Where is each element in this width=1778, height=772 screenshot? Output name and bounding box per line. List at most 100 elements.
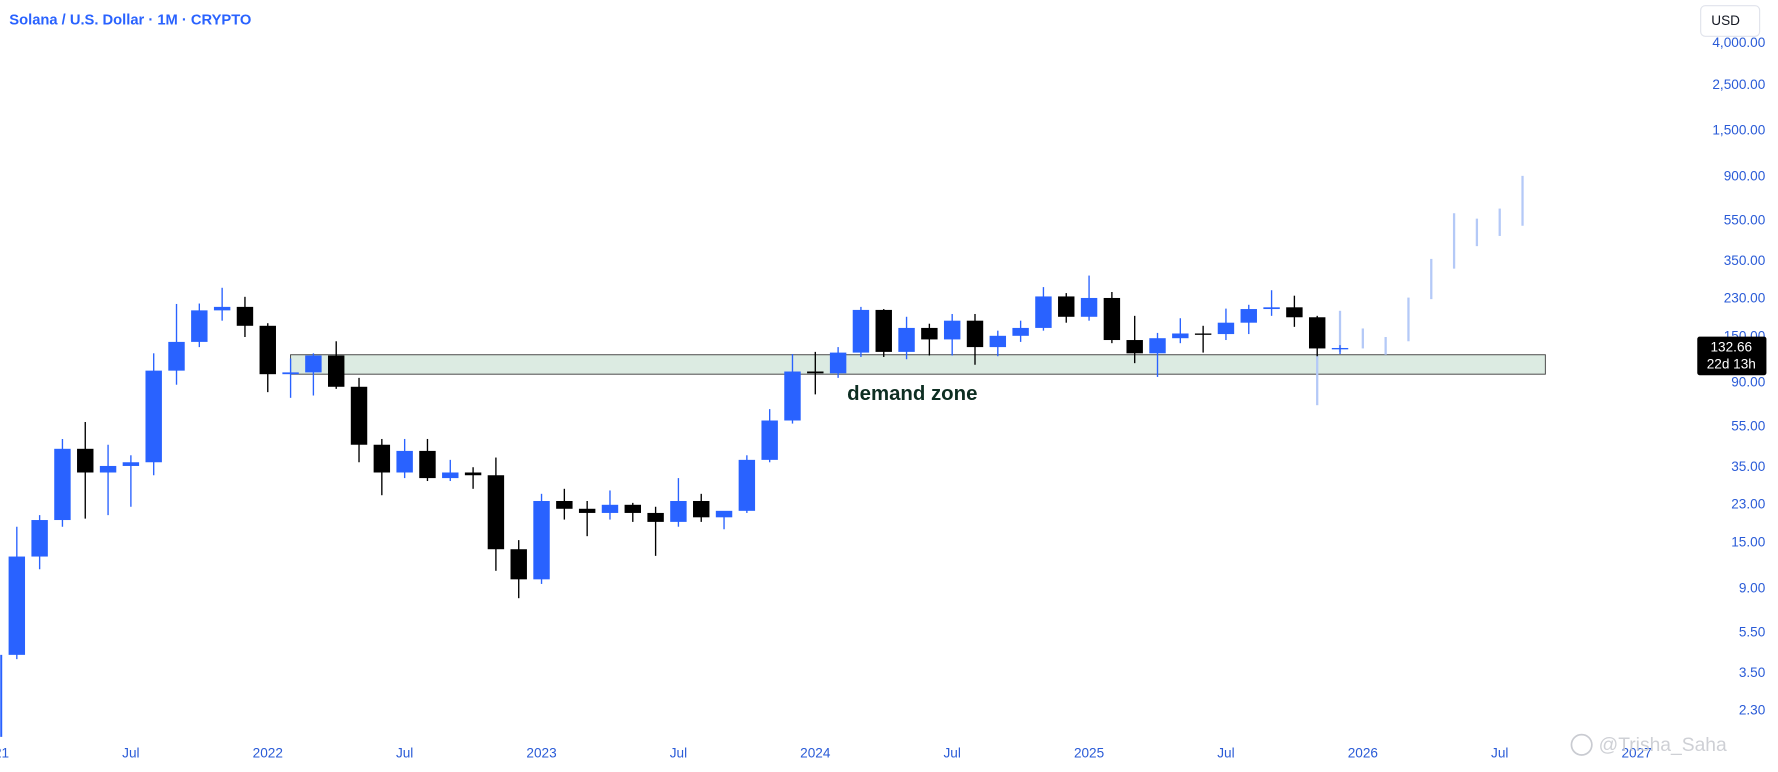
candle-body	[282, 372, 299, 375]
x-tick-label: 2022	[253, 745, 283, 760]
y-tick-label: 1,500.00	[1712, 123, 1765, 138]
x-tick-label: 2021	[0, 745, 9, 760]
demand-zone	[290, 354, 1546, 375]
y-tick-label: 2,500.00	[1712, 77, 1765, 92]
candle-body	[213, 306, 231, 311]
candle-body	[852, 309, 870, 353]
candle-body	[784, 371, 801, 421]
y-tick-label: 9.00	[1739, 580, 1766, 595]
y-tick-label: 350.00	[1724, 253, 1766, 268]
candle-body	[533, 500, 550, 580]
candle-body	[1058, 296, 1075, 317]
candle-body	[738, 459, 756, 511]
countdown: 22d 13h	[1707, 357, 1756, 372]
candle-body	[1286, 307, 1303, 318]
x-tick-label: Jul	[1491, 745, 1508, 760]
x-tick-label: Jul	[396, 745, 413, 760]
candle-body	[578, 508, 596, 513]
candle-body	[1103, 297, 1121, 341]
y-tick-label: 2.30	[1739, 702, 1766, 717]
y-tick-label: 550.00	[1724, 212, 1766, 227]
candle-body	[168, 341, 185, 371]
candle-body	[556, 500, 573, 509]
candle-body	[350, 386, 368, 445]
last-price: 132.66	[1710, 340, 1752, 355]
candle-body	[99, 465, 117, 473]
candle-body	[670, 500, 687, 522]
candle-body	[236, 306, 254, 326]
watermark: @Trisha_Saha	[1599, 735, 1727, 756]
last-price-box	[1697, 336, 1767, 376]
candle-body	[1263, 307, 1280, 310]
candle-body	[1149, 338, 1166, 354]
candle-body	[875, 309, 892, 352]
candle-body	[487, 475, 505, 550]
y-tick-label: 23.00	[1731, 496, 1765, 511]
candle-body	[510, 549, 527, 580]
candle-body	[259, 325, 276, 375]
y-tick-label: 55.00	[1731, 418, 1765, 433]
candle-body	[373, 444, 391, 473]
x-tick-label: 2025	[1074, 745, 1104, 760]
candle-body	[1308, 317, 1326, 349]
candle-body	[145, 370, 162, 463]
x-tick-label: Jul	[122, 745, 139, 760]
candle-body	[693, 500, 710, 518]
candle-body	[601, 504, 619, 513]
zone-label: demand zone	[847, 383, 977, 405]
candle-body	[943, 320, 961, 340]
candle-body	[419, 450, 436, 479]
watermark-icon	[1570, 733, 1593, 756]
candle-body	[921, 327, 938, 340]
chart-title: Solana / U.S. Dollar · 1M · CRYPTO	[9, 12, 251, 28]
candle-body	[1240, 309, 1257, 323]
currency-button[interactable]	[1700, 5, 1761, 37]
x-tick-label: Jul	[1217, 745, 1234, 760]
candle-body	[396, 450, 413, 473]
candle-body	[77, 448, 94, 473]
candle-body	[1194, 333, 1212, 335]
candle-body	[305, 355, 322, 373]
candle-body	[1035, 296, 1052, 328]
candle-body	[31, 520, 48, 557]
candle-body	[191, 310, 208, 342]
candle-body	[1172, 333, 1189, 339]
candle-body	[1331, 347, 1349, 350]
y-tick-label: 900.00	[1724, 168, 1766, 183]
currency-label[interactable]: USD	[1711, 13, 1740, 28]
candle-body	[761, 420, 778, 460]
candle-body	[8, 556, 26, 655]
candle-body	[807, 371, 824, 374]
x-tick-label: 2027	[1621, 745, 1651, 760]
y-tick-label: 4,000.00	[1712, 35, 1765, 50]
candle-body	[1217, 322, 1235, 335]
candle-body	[715, 510, 733, 518]
x-tick-label: Jul	[943, 745, 960, 760]
x-tick-label: 2024	[800, 745, 831, 760]
candle-body	[989, 335, 1007, 348]
candle-body	[327, 355, 345, 387]
candle-body	[1080, 297, 1098, 317]
candle-body	[647, 512, 664, 522]
y-tick-label: 3.50	[1739, 665, 1766, 680]
plot-area	[0, 175, 1546, 737]
candle-body	[829, 352, 847, 374]
y-tick-label: 35.00	[1731, 459, 1765, 474]
y-tick-label: 90.00	[1731, 374, 1765, 389]
y-tick-label: 15.00	[1731, 535, 1765, 550]
candle-body	[1126, 340, 1143, 354]
candle-body	[122, 462, 140, 466]
candle-body	[898, 327, 915, 352]
candle-body	[624, 504, 642, 513]
candle-body	[966, 320, 984, 348]
candle-body	[464, 472, 482, 476]
x-tick-label: Jul	[670, 745, 687, 760]
x-tick-label: 2023	[526, 745, 556, 760]
x-tick-label: 2026	[1348, 745, 1378, 760]
y-tick-label: 230.00	[1724, 290, 1766, 305]
candle-body	[54, 448, 71, 521]
candle-body	[1012, 327, 1029, 336]
y-tick-label: 5.50	[1739, 624, 1766, 639]
